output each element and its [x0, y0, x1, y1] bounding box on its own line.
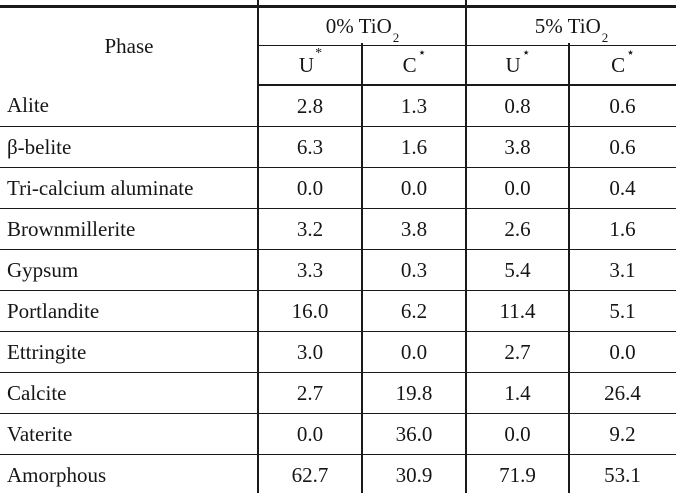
value-cell: 0.0 [466, 413, 570, 455]
value-cell: 0.3 [362, 249, 467, 291]
value-cell: 19.8 [362, 372, 467, 414]
value-cell: 30.9 [362, 454, 467, 493]
col-header-u-0pct: U* [258, 45, 362, 86]
value-cell: 9.2 [569, 413, 676, 455]
value-cell: 0.6 [569, 85, 676, 127]
group-header-5pct-tio2: 5% TiO2 [466, 6, 676, 46]
table-row-tricalcium-aluminate: Tri-calcium aluminate 0.0 0.0 0.0 0.4 [0, 167, 676, 209]
value-cell: 0.0 [362, 331, 467, 373]
phase-cell: Portlandite [0, 290, 258, 332]
group-header-0pct-tio2: 0% TiO2 [258, 6, 467, 46]
value-cell: 2.6 [466, 208, 570, 250]
value-cell: 5.4 [466, 249, 570, 291]
value-cell: 11.4 [466, 290, 570, 332]
value-cell: 0.4 [569, 167, 676, 209]
value-cell: 2.8 [258, 85, 362, 127]
table-row-amorphous: Amorphous 62.7 30.9 71.9 53.1 [0, 454, 676, 493]
phase-cell: β-belite [0, 126, 258, 168]
value-cell: 1.6 [362, 126, 467, 168]
star-marker: ⋆ [521, 45, 531, 61]
value-cell: 36.0 [362, 413, 467, 455]
col-header-c-5pct: C⋆ [569, 45, 676, 86]
value-cell: 3.8 [362, 208, 467, 250]
col-header-u-5pct: U⋆ [466, 45, 570, 86]
value-cell: 1.6 [569, 208, 676, 250]
value-cell: 1.3 [362, 85, 467, 127]
col-label: U [298, 52, 315, 77]
group-header-row: Phase 0% TiO2 5% TiO2 [0, 6, 676, 58]
table-header: Phase 0% TiO2 5% TiO2 U* C⋆ U⋆ C⋆ [0, 6, 676, 86]
table-row-ettringite: Ettringite 3.0 0.0 2.7 0.0 [0, 331, 676, 373]
table-row-portlandite: Portlandite 16.0 6.2 11.4 5.1 [0, 290, 676, 332]
value-cell: 0.8 [466, 85, 570, 127]
table-row-vaterite: Vaterite 0.0 36.0 0.0 9.2 [0, 413, 676, 455]
value-cell: 0.6 [569, 126, 676, 168]
col-label: C [402, 52, 417, 77]
value-cell: 6.3 [258, 126, 362, 168]
table-row-calcite: Calcite 2.7 19.8 1.4 26.4 [0, 372, 676, 414]
phase-cell: Gypsum [0, 249, 258, 291]
value-cell: 3.1 [569, 249, 676, 291]
group-label: 5% TiO [534, 14, 601, 38]
phase-cell: Brownmillerite [0, 208, 258, 250]
table-row-gypsum: Gypsum 3.3 0.3 5.4 3.1 [0, 249, 676, 291]
sub-header-row: U* C⋆ U⋆ C⋆ [0, 45, 676, 86]
subscript-2: 2 [392, 30, 400, 46]
value-cell: 62.7 [258, 454, 362, 493]
value-cell: 71.9 [466, 454, 570, 493]
value-cell: 53.1 [569, 454, 676, 493]
value-cell: 26.4 [569, 372, 676, 414]
table-row-beta-belite: β-belite 6.3 1.6 3.8 0.6 [0, 126, 676, 168]
group-label: 0% TiO [325, 14, 392, 38]
phase-cell: Amorphous [0, 454, 258, 493]
value-cell: 3.8 [466, 126, 570, 168]
star-marker: ⋆ [417, 45, 427, 61]
table-row-brownmillerite: Brownmillerite 3.2 3.8 2.6 1.6 [0, 208, 676, 250]
value-cell: 3.3 [258, 249, 362, 291]
subscript-2: 2 [601, 30, 609, 46]
table-body: Alite 2.8 1.3 0.8 0.6 β-belite 6.3 1.6 3… [0, 85, 676, 493]
phase-column-header: Phase [104, 34, 154, 58]
value-cell: 0.0 [362, 167, 467, 209]
phase-cell: Tri-calcium aluminate [0, 167, 258, 209]
value-cell: 2.7 [466, 331, 570, 373]
col-header-c-0pct: C⋆ [362, 45, 467, 86]
col-label: C [611, 52, 626, 77]
phase-cell: Vaterite [0, 413, 258, 455]
value-cell: 16.0 [258, 290, 362, 332]
value-cell: 5.1 [569, 290, 676, 332]
value-cell: 6.2 [362, 290, 467, 332]
phase-quantification-table: Phase 0% TiO2 5% TiO2 U* C⋆ U⋆ C⋆ Alite … [0, 5, 676, 493]
value-cell: 0.0 [569, 331, 676, 373]
value-cell: 1.4 [466, 372, 570, 414]
value-cell: 3.0 [258, 331, 362, 373]
asterisk-marker: * [315, 45, 323, 61]
value-cell: 3.2 [258, 208, 362, 250]
col-label: U [505, 52, 521, 77]
phase-cell: Ettringite [0, 331, 258, 373]
value-cell: 0.0 [466, 167, 570, 209]
phase-cell: Calcite [0, 372, 258, 414]
value-cell: 0.0 [258, 413, 362, 455]
table-row-alite: Alite 2.8 1.3 0.8 0.6 [0, 85, 676, 127]
value-cell: 0.0 [258, 167, 362, 209]
phase-cell: Alite [0, 85, 258, 127]
star-marker: ⋆ [626, 45, 635, 61]
value-cell: 2.7 [258, 372, 362, 414]
